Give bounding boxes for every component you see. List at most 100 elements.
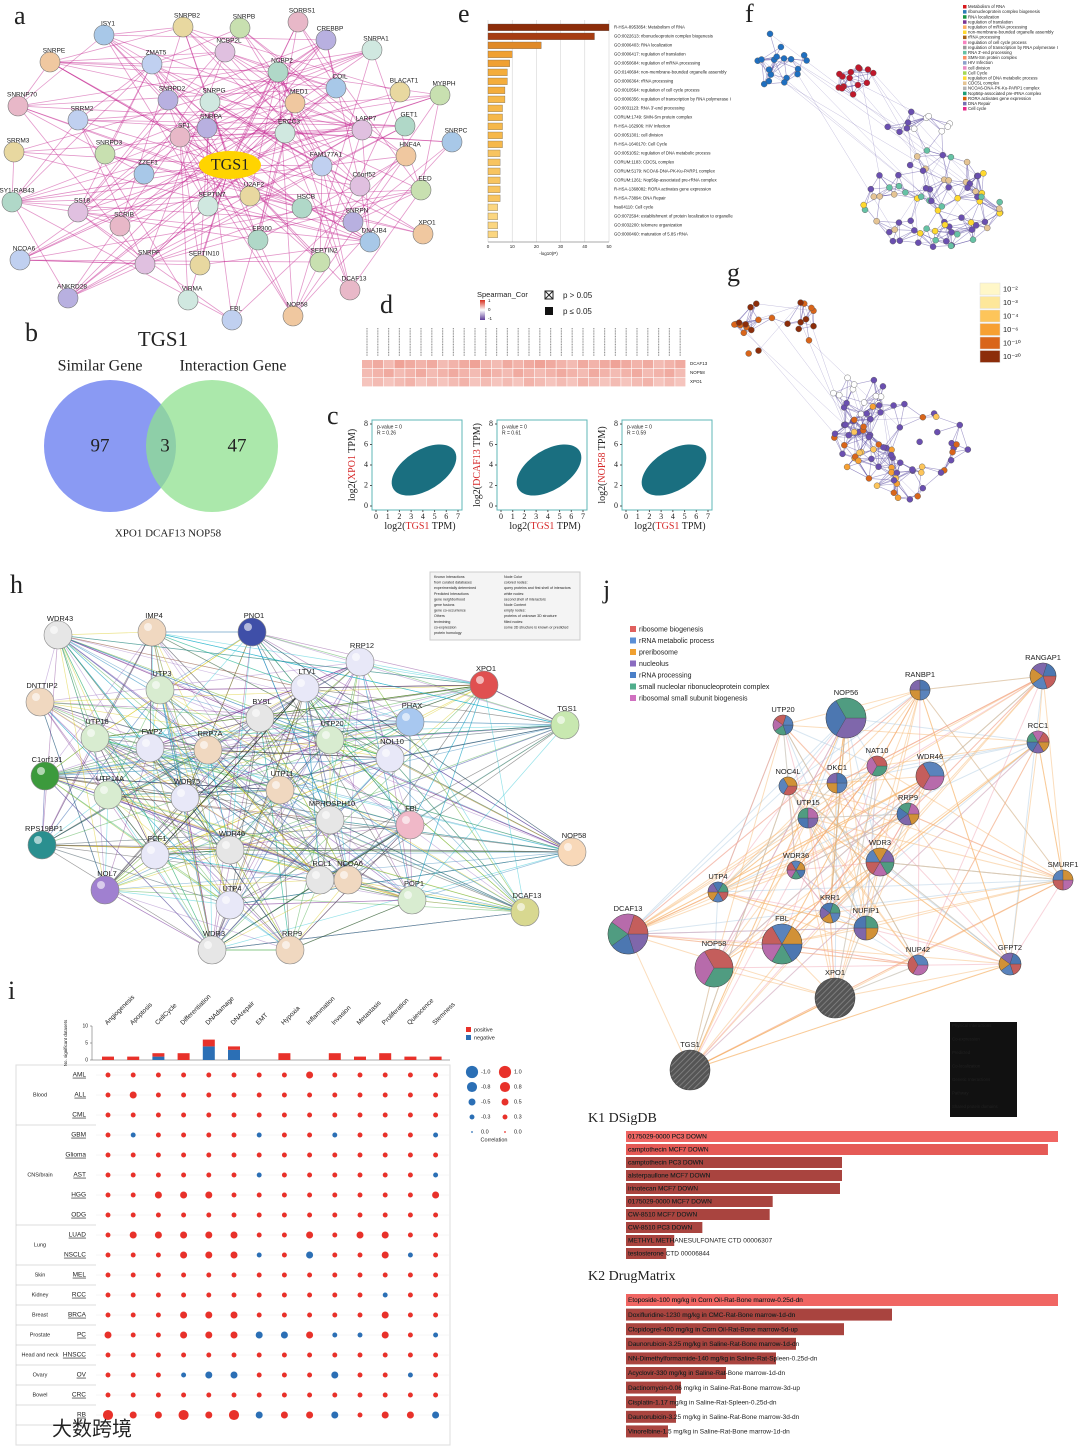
heat-cell xyxy=(437,360,448,369)
edge xyxy=(41,844,213,951)
heat-cell xyxy=(448,378,459,387)
edge xyxy=(966,162,971,184)
heat-cell xyxy=(610,378,621,387)
dot xyxy=(105,1252,111,1258)
node xyxy=(904,119,912,126)
edge xyxy=(104,889,526,913)
dot xyxy=(155,1332,161,1338)
y-tick-label: 8 xyxy=(489,419,493,428)
legend-label: 10⁻²⁰ xyxy=(1003,352,1021,361)
edge xyxy=(713,724,784,969)
edge xyxy=(39,701,213,951)
dot xyxy=(230,1251,238,1259)
edge xyxy=(304,684,485,689)
edge xyxy=(159,684,485,691)
node xyxy=(910,125,918,132)
node xyxy=(30,761,60,791)
heat-cell xyxy=(383,378,394,387)
legend-label: cell division xyxy=(968,65,991,70)
legend-label: regulation of transcription by RNA polym… xyxy=(968,45,1058,50)
node-label: KRR1 xyxy=(820,893,840,902)
heat-cell xyxy=(642,369,653,378)
edge xyxy=(304,687,391,759)
heat-cell xyxy=(556,360,567,369)
node-label: SNRPB xyxy=(233,14,255,21)
edge xyxy=(981,196,1000,214)
x-tick-label: 2 xyxy=(522,512,526,521)
group-label: CNS/brain xyxy=(27,1172,52,1178)
x-tick-label: 7 xyxy=(456,512,460,521)
edge xyxy=(149,747,573,853)
node-label: FCF1 xyxy=(148,834,167,843)
node xyxy=(780,55,788,62)
dot xyxy=(181,1272,187,1278)
dot xyxy=(130,1352,136,1358)
p-symbol xyxy=(545,307,553,315)
node xyxy=(794,70,801,78)
edge xyxy=(758,302,801,351)
edge xyxy=(878,466,896,479)
node xyxy=(896,424,904,431)
dot xyxy=(407,1152,413,1158)
legend-label: Node Color xyxy=(504,575,523,579)
legend-label: small nucleolar ribonucleoprotein comple… xyxy=(639,684,770,691)
edge xyxy=(411,851,573,901)
edge xyxy=(735,323,898,474)
dot xyxy=(332,1352,338,1358)
edge xyxy=(865,765,878,929)
bar xyxy=(487,104,503,112)
edge xyxy=(304,687,349,881)
edge xyxy=(229,724,566,906)
node xyxy=(947,457,955,464)
dot xyxy=(130,1132,136,1138)
edge xyxy=(926,117,942,132)
dot xyxy=(357,1412,363,1418)
edge xyxy=(717,724,784,893)
bar xyxy=(152,1056,165,1060)
legend-label: empty nodes: xyxy=(504,609,526,613)
edge xyxy=(154,687,306,856)
legend-swatch xyxy=(963,61,967,65)
edge xyxy=(229,661,361,906)
label-part: log2( xyxy=(384,521,406,532)
node-label: RANBP1 xyxy=(905,670,935,679)
x-tick-label: 1 xyxy=(636,512,640,521)
pie-slice xyxy=(704,967,734,988)
edge xyxy=(17,105,145,175)
bar-label: Vinorelbine-1.5 mg/kg in Saline-Rat-Bone… xyxy=(628,1429,790,1436)
heat-cell xyxy=(405,378,416,387)
edge xyxy=(104,63,153,155)
heat-cell xyxy=(372,378,383,387)
node xyxy=(915,239,922,246)
node-highlight xyxy=(152,681,160,689)
node xyxy=(906,161,914,169)
node xyxy=(215,890,245,920)
node-label: UTP4 xyxy=(708,872,727,881)
dot xyxy=(306,1331,314,1339)
legend-swatch xyxy=(963,25,967,29)
edge xyxy=(771,317,895,481)
edge xyxy=(249,129,363,197)
edge xyxy=(919,689,1011,965)
legend-swatch xyxy=(963,71,967,75)
heat-cell xyxy=(653,360,664,369)
node-highlight xyxy=(204,941,212,949)
node xyxy=(135,733,165,763)
node-label: SNRPG xyxy=(202,88,225,95)
edge xyxy=(57,634,161,691)
annotation: p-value = 0 xyxy=(627,424,652,430)
label-part: XPO1 xyxy=(347,455,358,480)
node xyxy=(842,421,849,428)
node-label: FBL xyxy=(230,306,242,313)
edge xyxy=(717,724,784,893)
node-label: SNRPN xyxy=(346,208,369,215)
node-label: IMP4 xyxy=(145,611,163,620)
bar xyxy=(487,176,501,184)
x-tick-label: 50 xyxy=(606,244,612,249)
node-label: FAM177A1 xyxy=(310,152,343,159)
edge xyxy=(893,405,901,428)
edge xyxy=(846,377,848,404)
edge xyxy=(209,101,323,167)
edge xyxy=(211,789,281,951)
edge xyxy=(717,775,931,893)
